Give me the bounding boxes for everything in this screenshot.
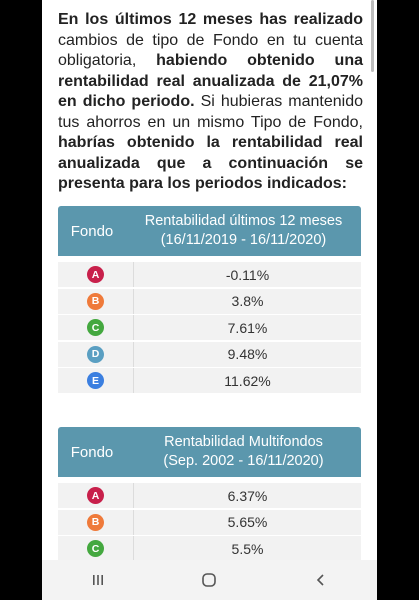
fund-cell: C bbox=[58, 536, 134, 560]
fund-cell: E bbox=[58, 368, 134, 393]
fund-cell: A bbox=[58, 262, 134, 287]
fund-cell: C bbox=[58, 315, 134, 340]
table-row: C 5.5% bbox=[58, 536, 361, 560]
return-value: 5.65% bbox=[134, 509, 361, 535]
fund-cell: B bbox=[58, 509, 134, 535]
fund-cell: A bbox=[58, 483, 134, 508]
fund-badge-c: C bbox=[87, 319, 104, 336]
header-return: Rentabilidad últimos 12 meses (16/11/201… bbox=[126, 212, 361, 250]
return-value: -0.11% bbox=[134, 262, 361, 287]
header-return-period: (16/11/2019 - 16/11/2020) bbox=[160, 232, 327, 248]
intro-text-1: cambios de tipo de Fondo en tu cuenta ob… bbox=[58, 31, 363, 70]
fund-badge-b: B bbox=[87, 292, 104, 310]
fund-cell: D bbox=[58, 341, 134, 367]
fund-badge-a: A bbox=[87, 266, 104, 283]
table-header: Fondo Rentabilidad Multifondos (Sep. 200… bbox=[58, 427, 361, 477]
header-return-title: Rentabilidad Multifondos bbox=[164, 434, 323, 450]
fund-cell: B bbox=[58, 288, 134, 314]
back-icon bbox=[317, 574, 324, 586]
intro-paragraph: En los últimos 12 meses has realizado ca… bbox=[58, 10, 363, 195]
app-screen: En los últimos 12 meses has realizado ca… bbox=[42, 0, 377, 560]
fund-badge-e: E bbox=[87, 372, 104, 389]
return-value: 6.37% bbox=[134, 483, 361, 508]
fund-badge-b: B bbox=[87, 513, 104, 531]
table-row: B 3.8% bbox=[58, 288, 361, 314]
return-value: 5.5% bbox=[134, 536, 361, 560]
recents-button[interactable] bbox=[78, 565, 118, 595]
home-icon bbox=[202, 573, 217, 587]
header-fund: Fondo bbox=[70, 443, 114, 461]
table-row: C 7.61% bbox=[58, 315, 361, 340]
returns-table-multifondos: Fondo Rentabilidad Multifondos (Sep. 200… bbox=[58, 427, 361, 560]
table-row: A 6.37% bbox=[58, 483, 361, 508]
intro-text-2: Si hubieras mantenido tus ahorros en un … bbox=[58, 93, 364, 131]
table-header: Fondo Rentabilidad últimos 12 meses (16/… bbox=[58, 206, 361, 256]
back-button[interactable] bbox=[301, 565, 341, 595]
table-row: B 5.65% bbox=[58, 509, 361, 535]
recents-icon bbox=[92, 575, 103, 585]
return-value: 11.62% bbox=[134, 368, 361, 393]
fund-badge-a: A bbox=[87, 487, 104, 504]
intro-bold-2: habiendo obtenido una rentabilidad real … bbox=[58, 52, 364, 110]
scrollbar-thumb[interactable] bbox=[371, 0, 374, 72]
fund-badge-c: C bbox=[87, 540, 104, 557]
return-value: 7.61% bbox=[134, 315, 361, 340]
returns-table-12-months: Fondo Rentabilidad últimos 12 meses (16/… bbox=[58, 206, 361, 395]
android-nav-bar bbox=[42, 560, 377, 600]
header-return-period: (Sep. 2002 - 16/11/2020) bbox=[163, 453, 324, 469]
home-button[interactable] bbox=[189, 565, 229, 595]
header-fund: Fondo bbox=[70, 222, 114, 240]
fund-badge-d: D bbox=[87, 345, 104, 363]
return-value: 9.48% bbox=[134, 341, 361, 367]
header-return: Rentabilidad Multifondos (Sep. 2002 - 16… bbox=[126, 433, 361, 471]
table-row: A -0.11% bbox=[58, 262, 361, 287]
table-row: D 9.48% bbox=[58, 341, 361, 367]
intro-bold-1: En los últimos 12 meses has realizado bbox=[58, 11, 363, 28]
table-row: E 11.62% bbox=[58, 368, 361, 393]
intro-bold-3: habrías obtenido la rentabilidad real an… bbox=[58, 134, 363, 192]
header-return-title: Rentabilidad últimos 12 meses bbox=[144, 213, 343, 229]
return-value: 3.8% bbox=[134, 288, 361, 314]
